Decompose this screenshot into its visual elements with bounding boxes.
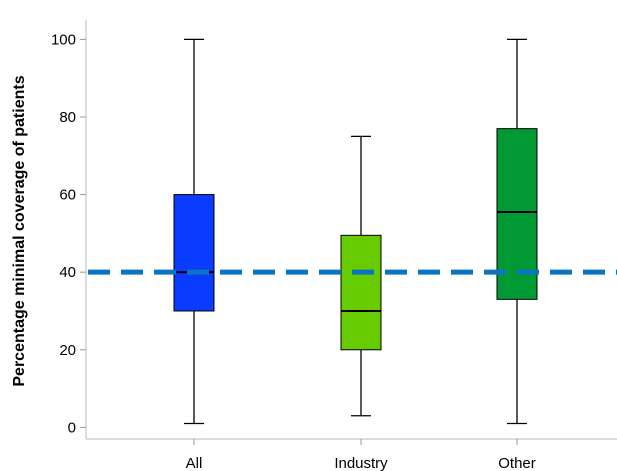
y-tick-label: 0 <box>68 419 76 436</box>
box-industry <box>340 135 382 417</box>
x-tick-label: Other <box>498 455 536 471</box>
iqr-box <box>173 194 215 312</box>
y-tick-label: 40 <box>59 264 76 281</box>
iqr-box <box>340 234 382 351</box>
box-all <box>173 38 215 425</box>
x-tick-label: All <box>186 455 203 471</box>
box-other <box>496 38 538 425</box>
y-tick-label: 80 <box>59 109 76 126</box>
boxes <box>173 38 538 425</box>
x-tick-label: Industry <box>334 455 388 471</box>
y-tick-label: 20 <box>59 342 76 359</box>
y-tick-label: 100 <box>51 31 76 48</box>
y-tick-label: 60 <box>59 187 76 204</box>
y-axis-label: Percentage minimal coverage of patients <box>11 75 28 386</box>
y-axis: 0 20 40 60 80 100 <box>51 20 87 439</box>
x-axis: All Industry Other <box>86 438 617 471</box>
